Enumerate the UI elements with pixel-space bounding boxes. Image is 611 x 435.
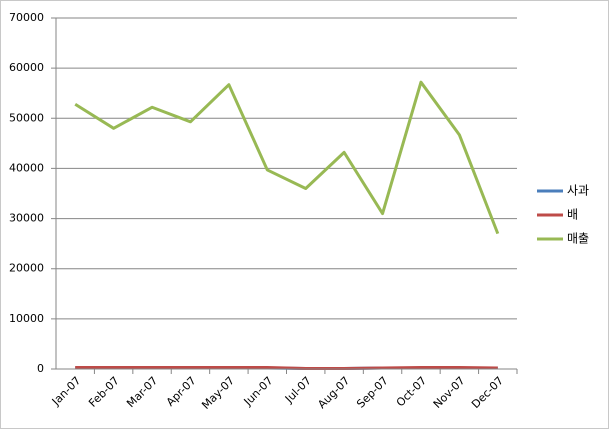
- y-tick-label: 50000: [9, 111, 44, 124]
- legend-label: 사과: [567, 184, 589, 198]
- y-tick-label: 10000: [9, 312, 44, 325]
- y-tick-label: 30000: [9, 212, 44, 225]
- series-line: [74, 80, 500, 235]
- y-tick-label: 40000: [9, 161, 44, 174]
- series-line: [75, 365, 498, 370]
- y-tick-label: 60000: [9, 61, 44, 74]
- legend-label: 배: [567, 208, 578, 222]
- y-tick-label: 0: [37, 362, 44, 375]
- y-tick-label: 70000: [9, 11, 44, 24]
- y-tick-label: 20000: [9, 262, 44, 275]
- legend-label: 매출: [567, 232, 589, 246]
